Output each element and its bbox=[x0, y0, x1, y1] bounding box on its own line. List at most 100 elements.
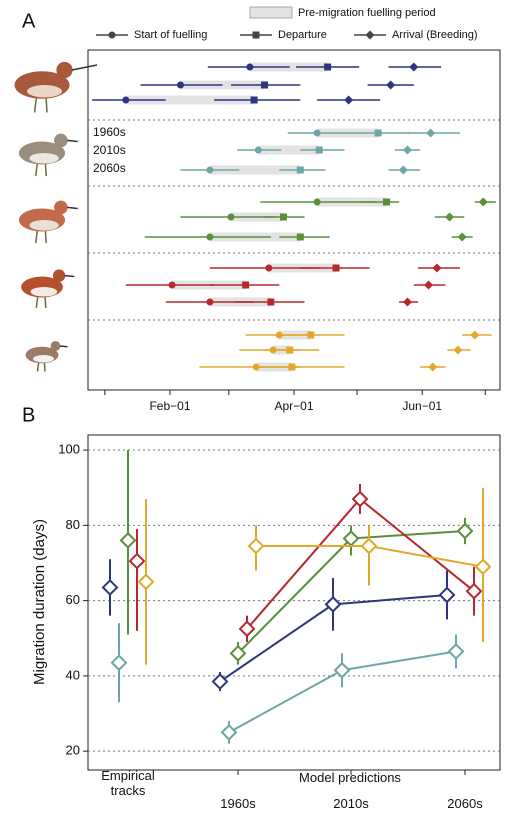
y-tick-label: 100 bbox=[58, 441, 80, 456]
series-line bbox=[332, 593, 448, 606]
bird-head bbox=[54, 200, 68, 215]
start-marker bbox=[176, 81, 184, 89]
x-tick-label: Apr−01 bbox=[274, 399, 313, 413]
departure-marker bbox=[332, 264, 340, 272]
bird-belly bbox=[29, 220, 59, 231]
data-point bbox=[238, 620, 256, 638]
departure-marker bbox=[286, 346, 294, 354]
start-marker bbox=[254, 146, 262, 154]
frame bbox=[87, 434, 501, 771]
departure-marker bbox=[261, 81, 269, 89]
data-point bbox=[119, 531, 137, 549]
data-point bbox=[110, 654, 128, 672]
bird-beak bbox=[71, 64, 98, 71]
legend-marker bbox=[365, 30, 375, 40]
data-point bbox=[229, 644, 247, 662]
bird-head bbox=[52, 269, 66, 282]
legend-label: Pre-migration fuelling period bbox=[298, 7, 436, 19]
bird-head bbox=[50, 341, 61, 351]
bird-beak bbox=[67, 206, 78, 210]
bird-belly bbox=[30, 287, 58, 297]
data-point bbox=[101, 579, 119, 596]
y-tick-label: 60 bbox=[66, 592, 80, 607]
arrival-marker bbox=[432, 263, 442, 273]
series-line bbox=[237, 537, 352, 655]
series-line bbox=[359, 498, 475, 592]
arrival-marker bbox=[403, 297, 413, 307]
bird-belly bbox=[27, 85, 62, 98]
series-line bbox=[228, 669, 343, 734]
bird-belly bbox=[29, 153, 59, 164]
arrival-marker bbox=[344, 95, 354, 105]
data-point bbox=[447, 643, 465, 660]
arrival-marker bbox=[453, 345, 463, 355]
departure-marker bbox=[296, 233, 304, 241]
x-tick-label: Empirical tracks bbox=[101, 768, 155, 798]
y-tick-label: 80 bbox=[66, 517, 80, 532]
bird-beak bbox=[67, 139, 78, 143]
departure-marker bbox=[250, 96, 258, 104]
fuelling-period bbox=[209, 165, 301, 175]
arrival-marker bbox=[478, 197, 488, 207]
legend-label: Start of fuelling bbox=[134, 29, 207, 41]
arrival-marker bbox=[386, 80, 396, 90]
series-line bbox=[246, 498, 361, 630]
data-point bbox=[247, 537, 265, 555]
arrival-marker bbox=[409, 62, 419, 72]
start-marker bbox=[227, 213, 235, 221]
decade-label: 1960s bbox=[93, 125, 126, 139]
data-point bbox=[137, 573, 155, 591]
bird-head bbox=[54, 133, 68, 148]
data-point bbox=[456, 522, 474, 540]
data-point bbox=[360, 537, 378, 555]
decade-label: 2060s bbox=[93, 161, 126, 175]
y-axis-title: Migration duration (days) bbox=[31, 519, 48, 685]
panel-label: A bbox=[22, 10, 36, 32]
data-point bbox=[324, 595, 342, 613]
fuelling-period bbox=[258, 145, 320, 155]
group-label: Model predictions bbox=[299, 770, 401, 785]
data-point bbox=[128, 552, 146, 570]
data-point bbox=[474, 558, 492, 576]
decade-label: 2010s bbox=[93, 143, 126, 157]
arrival-marker bbox=[457, 232, 467, 242]
panel-label: B bbox=[22, 404, 35, 426]
series-line bbox=[341, 650, 457, 672]
legend-marker bbox=[252, 31, 260, 39]
data-point bbox=[220, 723, 238, 741]
data-point bbox=[438, 586, 456, 604]
legend-period-swatch bbox=[249, 6, 293, 19]
start-marker bbox=[206, 166, 214, 174]
start-marker bbox=[313, 198, 321, 206]
departure-marker bbox=[374, 129, 382, 137]
series-line bbox=[219, 603, 334, 683]
departure-marker bbox=[296, 166, 304, 174]
data-point bbox=[211, 673, 229, 690]
y-tick-label: 40 bbox=[66, 667, 80, 682]
arrival-marker bbox=[426, 128, 436, 138]
start-marker bbox=[168, 281, 176, 289]
arrival-marker bbox=[445, 212, 455, 222]
data-point bbox=[333, 661, 351, 679]
bird-beak bbox=[59, 345, 68, 348]
start-marker bbox=[265, 264, 273, 272]
arrival-marker bbox=[398, 165, 408, 175]
arrival-marker bbox=[424, 280, 434, 290]
departure-marker bbox=[279, 213, 287, 221]
departure-marker bbox=[267, 298, 275, 306]
departure-marker bbox=[382, 198, 390, 206]
x-tick-label: Jun−01 bbox=[402, 399, 442, 413]
departure-marker bbox=[242, 281, 250, 289]
x-tick-label: 1960s bbox=[220, 796, 256, 811]
data-point bbox=[351, 490, 369, 508]
x-tick-label: Feb−01 bbox=[149, 399, 190, 413]
start-marker bbox=[313, 129, 321, 137]
start-marker bbox=[206, 298, 214, 306]
legend-marker bbox=[108, 31, 116, 39]
legend-label: Arrival (Breeding) bbox=[392, 29, 478, 41]
data-point bbox=[465, 582, 483, 600]
start-marker bbox=[206, 233, 214, 241]
arrival-marker bbox=[470, 330, 480, 340]
